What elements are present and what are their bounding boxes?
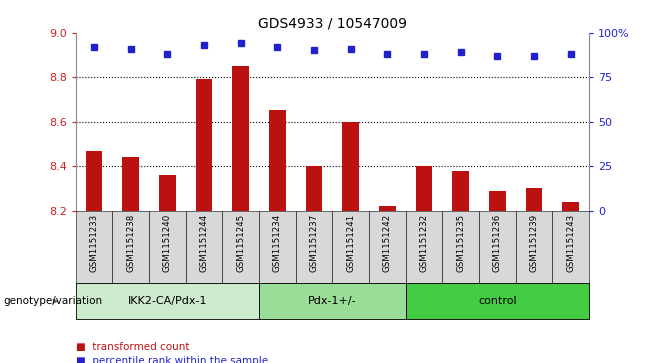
Bar	[416, 166, 432, 211]
Bar	[195, 79, 213, 211]
Bar	[369, 211, 405, 283]
Bar	[269, 110, 286, 211]
Bar	[563, 201, 579, 211]
Bar	[113, 211, 149, 283]
Text: IKK2-CA/Pdx-1: IKK2-CA/Pdx-1	[128, 296, 207, 306]
Bar	[516, 211, 552, 283]
Bar	[379, 206, 395, 211]
Bar	[306, 166, 322, 211]
Text: GSM1151232: GSM1151232	[419, 213, 428, 272]
Text: GSM1151235: GSM1151235	[456, 213, 465, 272]
Bar	[295, 211, 332, 283]
Bar	[86, 151, 102, 211]
Text: genotype/variation: genotype/variation	[3, 296, 103, 306]
Bar	[76, 211, 113, 283]
Text: GSM1151237: GSM1151237	[309, 213, 318, 272]
Bar	[405, 211, 442, 283]
Bar	[332, 211, 369, 283]
Text: GSM1151240: GSM1151240	[163, 213, 172, 272]
Bar	[186, 211, 222, 283]
Bar	[122, 157, 139, 211]
Bar	[405, 283, 589, 319]
Bar	[222, 211, 259, 283]
Bar	[232, 66, 249, 211]
Bar	[552, 211, 589, 283]
Bar	[452, 171, 469, 211]
Bar	[489, 191, 505, 211]
Bar	[526, 188, 542, 211]
Text: GSM1151234: GSM1151234	[273, 213, 282, 272]
Bar	[259, 211, 295, 283]
Bar	[479, 211, 516, 283]
Bar	[159, 175, 176, 211]
Bar	[259, 283, 405, 319]
Bar	[76, 283, 259, 319]
Title: GDS4933 / 10547009: GDS4933 / 10547009	[258, 16, 407, 30]
Text: GSM1151244: GSM1151244	[199, 213, 209, 272]
Bar	[149, 211, 186, 283]
Text: control: control	[478, 296, 517, 306]
Text: GSM1151241: GSM1151241	[346, 213, 355, 272]
Text: ■  percentile rank within the sample: ■ percentile rank within the sample	[76, 356, 268, 363]
Text: ■  transformed count: ■ transformed count	[76, 342, 189, 352]
Text: Pdx-1+/-: Pdx-1+/-	[308, 296, 357, 306]
Text: GSM1151233: GSM1151233	[89, 213, 99, 272]
Text: GSM1151238: GSM1151238	[126, 213, 135, 272]
Text: GSM1151243: GSM1151243	[566, 213, 575, 272]
Text: GSM1151239: GSM1151239	[530, 213, 538, 272]
Bar	[442, 211, 479, 283]
Bar	[342, 122, 359, 211]
Text: GSM1151236: GSM1151236	[493, 213, 502, 272]
Text: GSM1151242: GSM1151242	[383, 213, 392, 272]
Text: GSM1151245: GSM1151245	[236, 213, 245, 272]
